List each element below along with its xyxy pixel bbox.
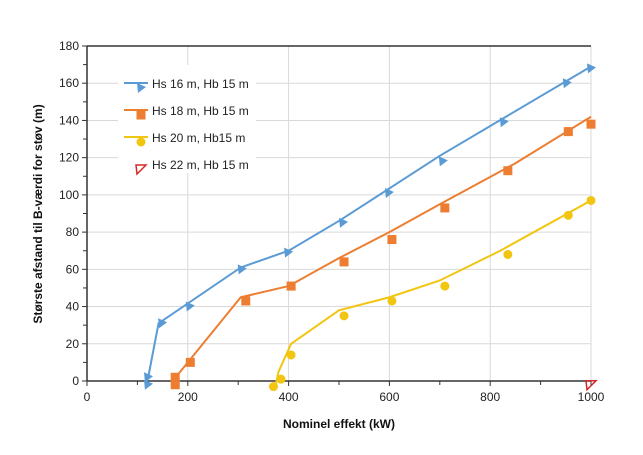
legend-label: Hs 18 m, Hb 15 m [152,104,249,118]
series-3 [268,195,596,392]
series-layer [143,63,598,392]
legend-item: Hs 18 m, Hb 15 m [124,104,249,120]
square-marker [503,166,513,176]
y-tick-label: 180 [59,39,79,53]
circle-marker [286,350,296,360]
legend-label: Hs 20 m, Hb15 m [152,131,245,145]
triangle-marker [185,301,195,312]
circle-marker [339,311,349,321]
triangle-marker [143,372,153,383]
square-marker [136,110,146,120]
legend-label: Hs 16 m, Hb 15 m [152,77,249,91]
circle-marker [586,195,596,205]
open-triangle-marker [135,164,148,176]
grid [82,45,592,386]
x-tick-label: 600 [379,390,399,404]
triangle-marker [339,217,349,228]
y-tick-label: 100 [59,188,79,202]
triangle-marker [137,83,146,93]
open-triangle-marker [585,379,598,392]
y-tick-label: 160 [59,76,79,90]
triangle-marker [158,318,168,329]
square-marker [241,296,251,306]
y-tick-label: 40 [66,300,80,314]
y-tick-label: 80 [66,225,80,239]
x-tick-label: 200 [178,390,198,404]
square-marker [286,281,296,291]
legend-label: Hs 22 m, Hb 15 m [152,158,249,172]
square-marker [339,257,349,267]
square-marker [563,127,573,137]
x-tick-label: 1000 [578,390,605,404]
x-tick-label: 400 [279,390,299,404]
triangle-marker [587,63,596,74]
triangle-marker [562,78,572,89]
triangle-marker [384,188,394,199]
circle-marker [387,296,397,306]
legend: Hs 16 m, Hb 15 m Hs 18 m, Hb 15 m Hs 20 m,… [124,77,249,176]
y-axis-label: Største afstand til B-værdi for støv (m) [31,104,45,323]
triangle-marker [499,117,509,128]
x-tick-label: 800 [480,390,500,404]
y-tick-label: 0 [72,374,79,388]
legend-item: Hs 22 m, Hb 15 m [135,158,249,176]
square-marker [387,235,397,245]
square-marker [586,119,596,129]
circle-marker [503,249,513,259]
circle-marker [440,281,450,291]
circle-marker [268,382,278,392]
series-2 [170,115,596,390]
square-marker [170,380,180,390]
triangle-marker [284,247,294,258]
series-1 [143,63,596,390]
tick-labels: 0 200 400 600 800 1000 0 20 40 60 80 100 120 140 160 18… [59,39,605,404]
square-marker [440,203,450,213]
triangle-marker [438,156,448,167]
y-tick-label: 60 [66,262,80,276]
y-tick-label: 120 [59,151,79,165]
series-line [171,115,592,382]
triangle-marker [143,379,153,390]
x-axis-label: Nominel effekt (kW) [283,417,395,431]
square-marker [185,357,195,367]
legend-item: Hs 20 m, Hb15 m [124,131,245,147]
triangle-marker [237,264,247,275]
series-line [273,199,592,391]
y-tick-label: 140 [59,113,79,127]
legend-item: Hs 16 m, Hb 15 m [124,77,249,93]
series-4 [585,379,598,392]
circle-marker [276,374,286,384]
circle-marker [563,210,573,220]
square-marker [170,372,180,382]
circle-marker [136,137,146,147]
y-tick-label: 20 [66,337,80,351]
x-tick-label: 0 [84,390,91,404]
